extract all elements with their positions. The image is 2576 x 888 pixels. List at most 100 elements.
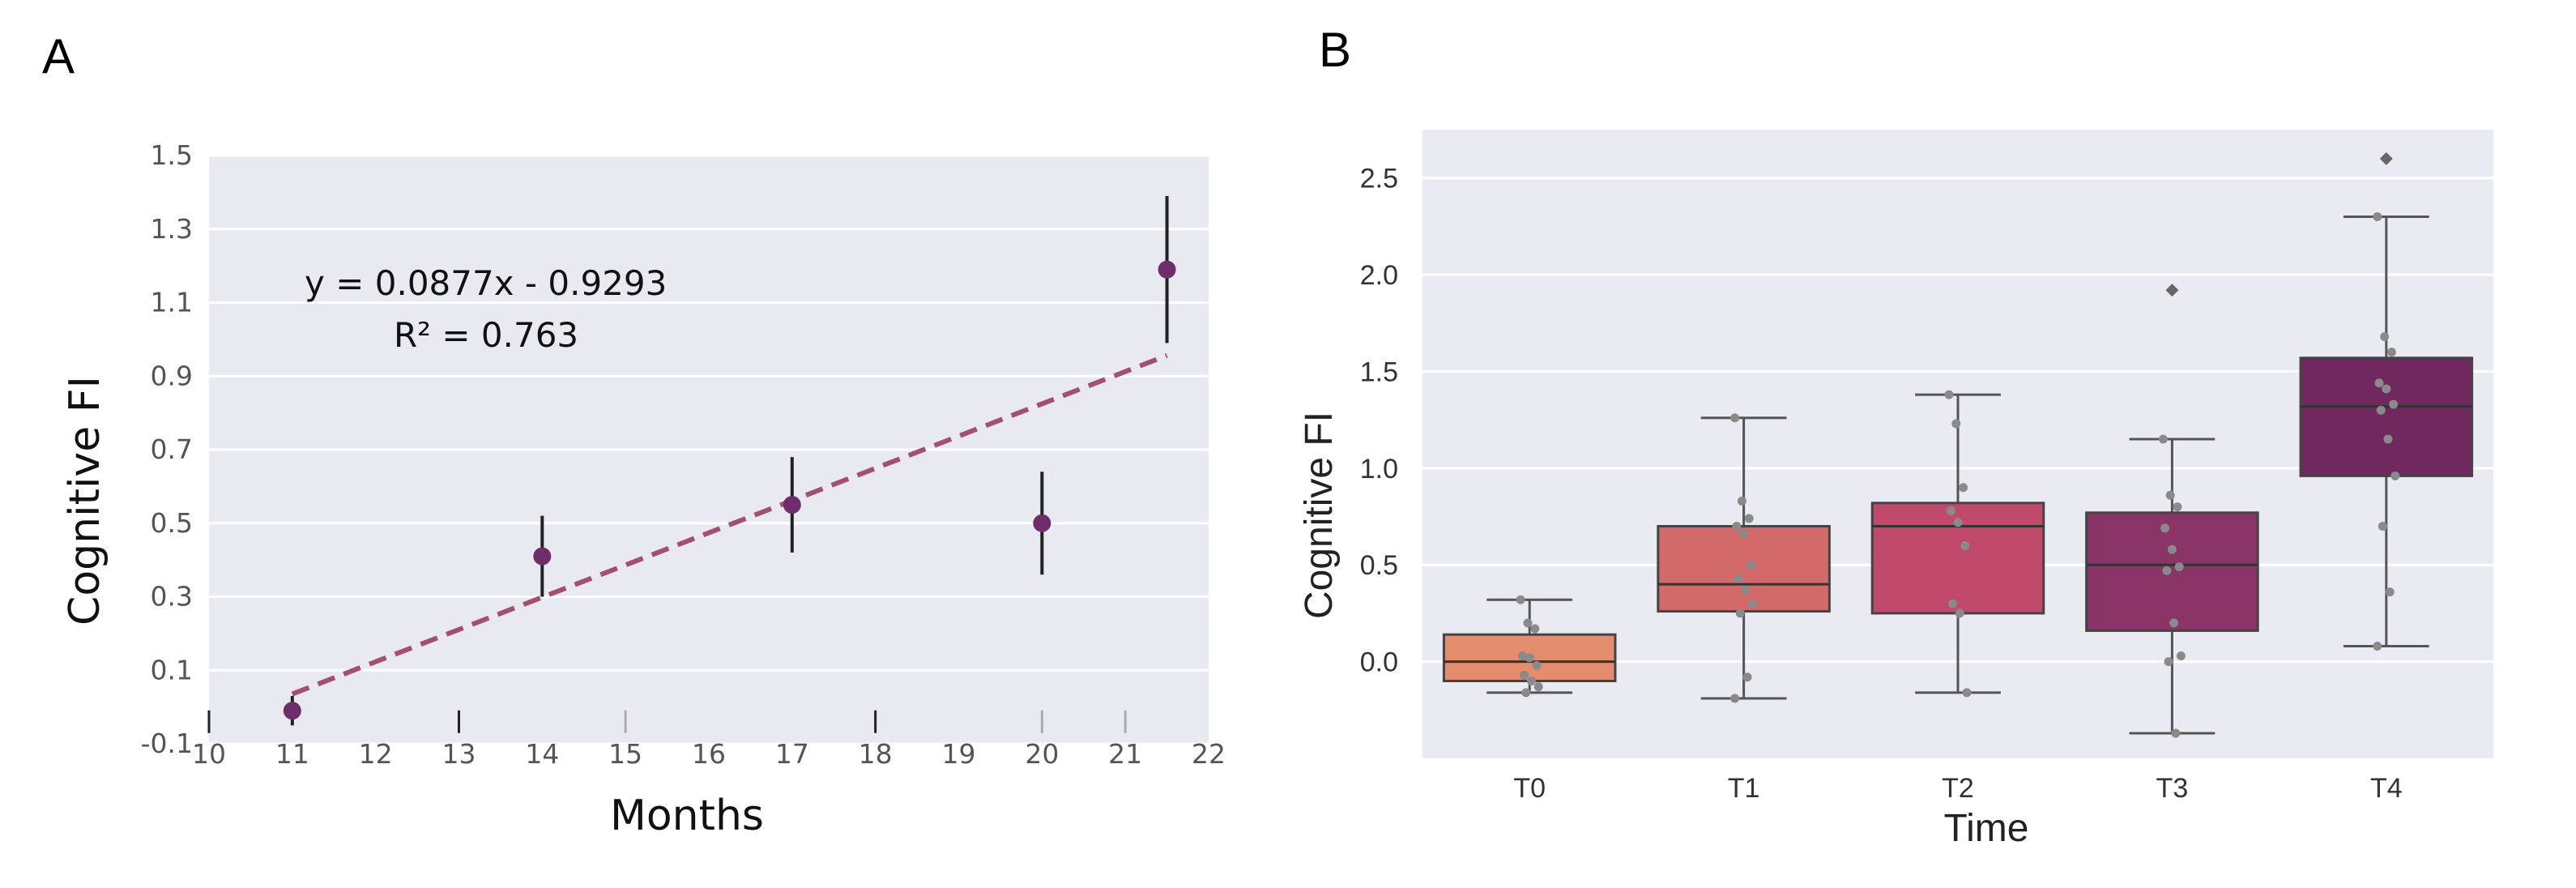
strip-point [2160, 523, 2170, 533]
y-tick-label-a: 0.9 [151, 360, 193, 391]
y-tick-label-a: 0.5 [151, 507, 193, 539]
r-squared-label: R² = 0.763 [394, 315, 578, 355]
strip-point [1742, 672, 1752, 682]
box-body [2299, 356, 2474, 477]
x-axis-title-b: Time [1944, 807, 2029, 850]
strip-point [2174, 562, 2184, 572]
y-tick-label-a: 1.5 [151, 139, 193, 171]
strip-point [1739, 529, 1749, 539]
strip-point [1741, 585, 1751, 595]
strip-point [1532, 660, 1542, 670]
x-tick-label-a: 22 [1192, 738, 1226, 770]
strip-point [1953, 518, 1963, 527]
box-T2 [1870, 390, 2045, 698]
x-ticks-a: 10 11 12 13 14 15 16 17 18 19 20 21 22 [192, 738, 1226, 770]
x-tick-label-a: 17 [775, 738, 809, 770]
x-tick-label-b: T0 [1513, 773, 1546, 804]
strip-point [1962, 688, 1972, 698]
strip-point [1734, 574, 1743, 583]
y-axis-title-a: Cognitive FI [61, 376, 109, 625]
panel-label-a: A [42, 29, 75, 83]
box-body [1442, 633, 1617, 682]
box-body [1657, 524, 1831, 613]
x-tick-label-a: 12 [359, 738, 393, 770]
strip-point [2158, 434, 2168, 444]
box-body [2085, 511, 2259, 632]
strip-point [2373, 642, 2382, 651]
strip-point [1960, 540, 1970, 550]
data-point [1033, 514, 1051, 532]
x-tick-label-a: 14 [525, 738, 559, 770]
y-tick-label-a: 1.1 [151, 287, 193, 318]
strip-point [1730, 694, 1740, 703]
x-tick-marks-a [207, 710, 1127, 733]
data-point [533, 547, 552, 566]
x-tick-label-b: T3 [2156, 773, 2189, 804]
y-tick-label-b: 2.0 [1360, 260, 1398, 291]
strip-point [2383, 434, 2393, 444]
x-ticks-b: T0 T1 T2 T3 T4 [1513, 773, 2402, 804]
x-tick-label-b: T4 [2370, 773, 2403, 804]
strip-point [1959, 483, 1968, 493]
strip-point [1533, 682, 1543, 692]
strip-point [2165, 490, 2175, 500]
y-tick-label-b: 1.0 [1360, 454, 1398, 485]
strip-point [1525, 653, 1534, 663]
strip-point [2389, 399, 2399, 409]
y-tick-label-b: 0.0 [1360, 647, 1398, 678]
strip-point [1526, 676, 1536, 685]
strip-point [1730, 413, 1740, 423]
strip-point [1523, 618, 1533, 628]
x-axis-title-a: Months [610, 792, 764, 840]
strip-point [1517, 651, 1527, 660]
chart-a: -0.10.10.30.50.70.91.11.31.5 10 11 12 13 14 1… [61, 139, 1226, 840]
x-tick-label-a: 21 [1108, 738, 1142, 770]
boxes-b [1442, 152, 2474, 738]
strip-point [2176, 651, 2186, 660]
strip-point [1946, 506, 1955, 515]
outlier [2165, 284, 2179, 297]
gridlines-a [209, 154, 1209, 745]
y-tick-label-a: 0.1 [151, 654, 193, 685]
strip-point [2373, 211, 2382, 221]
strip-point [1944, 390, 1954, 399]
outlier [2379, 152, 2393, 165]
strip-point [2376, 405, 2386, 415]
strip-point [2169, 618, 2179, 628]
x-tick-label-a: 18 [859, 738, 893, 770]
trendline [291, 352, 1168, 697]
strip-point [1951, 419, 1961, 429]
strip-point [1520, 670, 1529, 680]
strip-point [1746, 560, 1755, 570]
y-axis-title-b: Cognitive FI [1298, 412, 1341, 619]
strip-point [2171, 728, 2181, 738]
equation-label: y = 0.0877x - 0.9293 [305, 263, 667, 303]
strip-point [1947, 599, 1957, 608]
data-point [1158, 260, 1176, 279]
panel-label-b: B [1319, 23, 1351, 77]
y-tick-label-a: -0.1 [141, 728, 193, 759]
strip-point [2164, 657, 2173, 667]
y-tick-label-a: 0.7 [151, 433, 193, 465]
strip-point [1521, 688, 1531, 698]
y-ticks-b: 0.0 0.5 1.0 1.5 2.0 2.5 [1360, 164, 1398, 678]
box-T1 [1657, 413, 1831, 703]
strip-point [2380, 331, 2390, 341]
x-tick-label-a: 19 [942, 738, 976, 770]
y-ticks-a: -0.1 0.1 0.3 0.5 0.7 0.9 1.1 1.3 1.5 [141, 139, 193, 759]
x-tick-label-a: 10 [192, 738, 226, 770]
strip-point [2167, 544, 2177, 554]
strip-point [2385, 587, 2395, 597]
data-point [783, 496, 801, 514]
x-tick-label-a: 20 [1025, 738, 1059, 770]
y-tick-label-b: 1.5 [1360, 356, 1398, 387]
y-tick-label-a: 0.3 [151, 581, 193, 613]
x-tick-label-b: T2 [1942, 773, 1974, 804]
strip-point [2386, 348, 2396, 357]
box-T4 [2299, 152, 2474, 651]
strip-point [2390, 471, 2400, 480]
data-point [283, 702, 301, 720]
x-tick-label-b: T1 [1728, 773, 1760, 804]
box-T3 [2085, 284, 2259, 738]
